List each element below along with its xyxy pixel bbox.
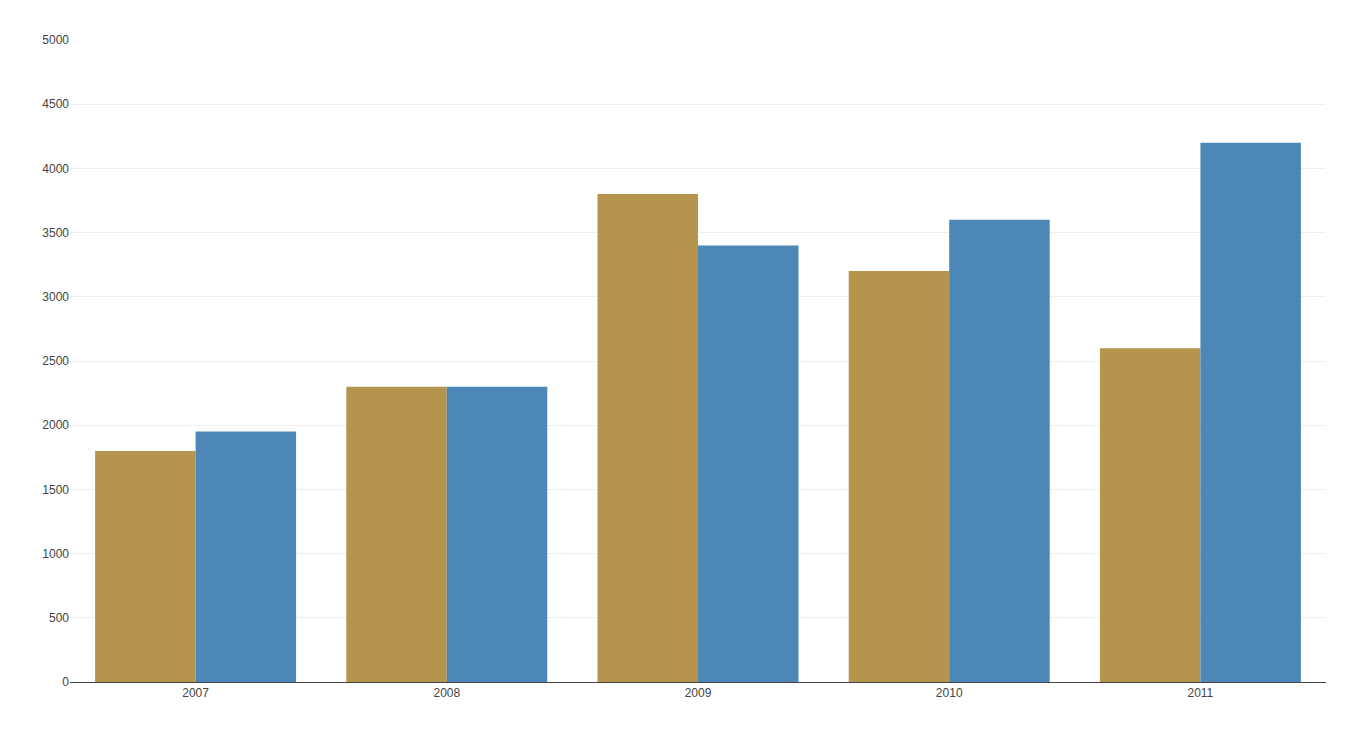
svg-text:2500: 2500 <box>42 354 69 368</box>
svg-text:4000: 4000 <box>42 162 69 176</box>
svg-text:2009: 2009 <box>685 686 712 700</box>
svg-text:5000: 5000 <box>42 33 69 47</box>
svg-text:500: 500 <box>49 611 69 625</box>
svg-text:2010: 2010 <box>936 686 963 700</box>
svg-text:3500: 3500 <box>42 226 69 240</box>
svg-text:2008: 2008 <box>433 686 460 700</box>
svg-text:2000: 2000 <box>42 418 69 432</box>
svg-text:0: 0 <box>62 675 69 689</box>
svg-text:1000: 1000 <box>42 547 69 561</box>
svg-text:2011: 2011 <box>1187 686 1213 700</box>
svg-text:3000: 3000 <box>42 290 69 304</box>
svg-text:2007: 2007 <box>182 686 209 700</box>
svg-text:1500: 1500 <box>42 483 69 497</box>
svg-text:4500: 4500 <box>42 97 69 111</box>
